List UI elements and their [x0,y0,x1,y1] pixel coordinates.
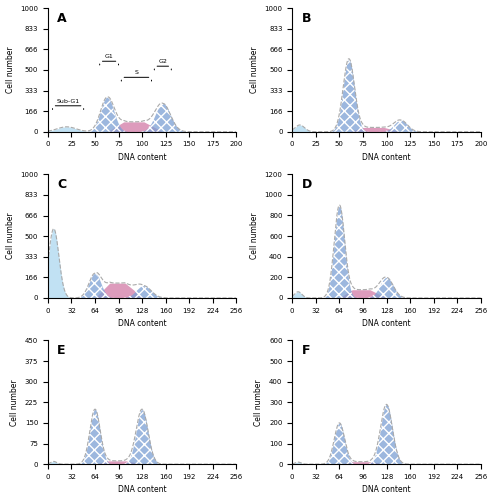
X-axis label: DNA content: DNA content [118,486,167,494]
Y-axis label: Cell number: Cell number [250,46,259,93]
Text: A: A [57,12,67,25]
Y-axis label: Cell number: Cell number [250,213,259,260]
X-axis label: DNA content: DNA content [118,153,167,162]
Text: E: E [57,344,66,357]
Text: G1: G1 [105,54,113,60]
X-axis label: DNA content: DNA content [362,319,411,328]
X-axis label: DNA content: DNA content [118,319,167,328]
Text: G2: G2 [158,60,167,64]
Text: B: B [302,12,311,25]
X-axis label: DNA content: DNA content [362,153,411,162]
Text: S: S [135,70,139,76]
Text: F: F [302,344,310,357]
Y-axis label: Cell number: Cell number [254,379,263,426]
Y-axis label: Cell number: Cell number [5,46,15,93]
Text: Sub-G1: Sub-G1 [57,99,80,104]
Text: C: C [57,178,67,191]
Y-axis label: Cell number: Cell number [5,213,15,260]
Text: D: D [302,178,312,191]
X-axis label: DNA content: DNA content [362,486,411,494]
Y-axis label: Cell number: Cell number [10,379,19,426]
